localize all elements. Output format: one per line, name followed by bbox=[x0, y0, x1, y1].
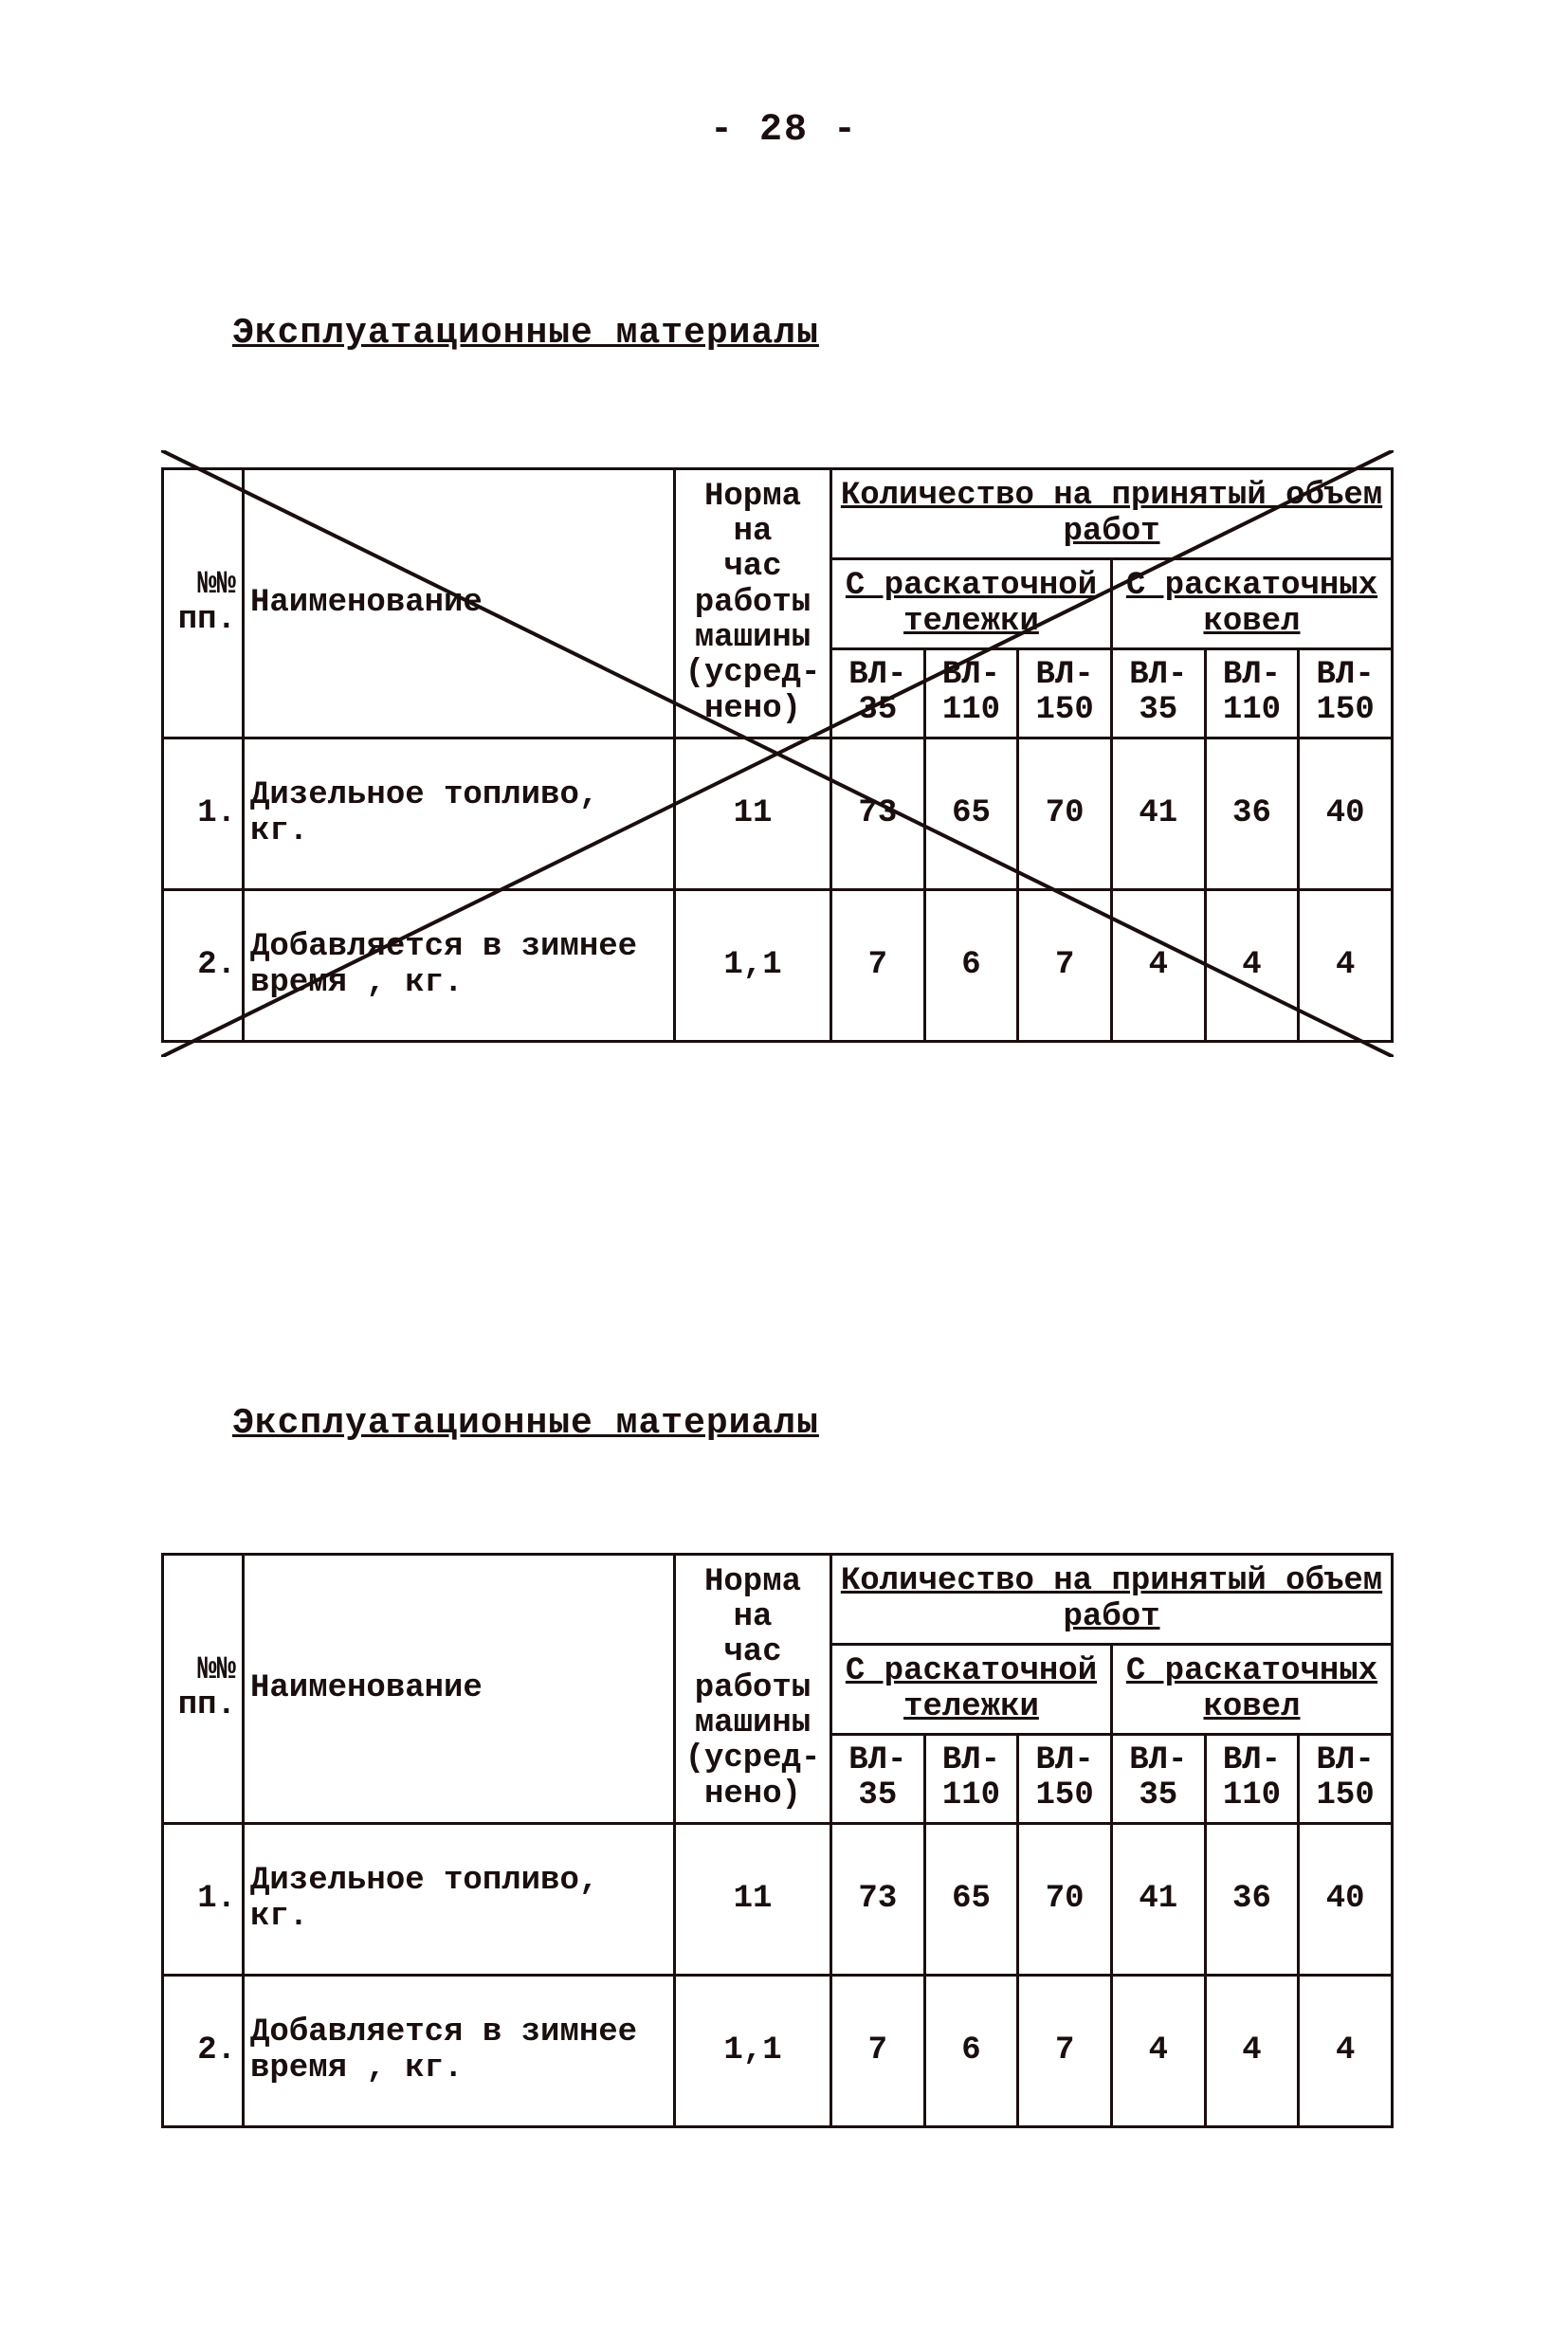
col-group-b: С раскаточных ковел bbox=[1111, 559, 1392, 649]
cell-a3: 7 bbox=[1018, 889, 1112, 1041]
cell-b1: 4 bbox=[1111, 1975, 1205, 2126]
cell-b2: 4 bbox=[1205, 1975, 1299, 2126]
table: №№ пп. Наименование Норма на час работы … bbox=[161, 467, 1394, 1043]
cell-num: 1. bbox=[163, 1823, 244, 1975]
col-group-a: С раскаточной тележки bbox=[831, 559, 1112, 649]
table-row: 1. Дизельное топливо, кг. 11 73 65 70 41… bbox=[163, 738, 1393, 889]
col-name: Наименование bbox=[244, 1555, 675, 1824]
cell-name: Добавляется в зимнее время , кг. bbox=[244, 1975, 675, 2126]
cell-name: Добавляется в зимнее время , кг. bbox=[244, 889, 675, 1041]
section-title-2: Эксплуатационные материалы bbox=[232, 1403, 819, 1444]
table-row: 2. Добавляется в зимнее время , кг. 1,1 … bbox=[163, 1975, 1393, 2126]
col-qty: Количество на принятый объем работ bbox=[831, 469, 1393, 559]
col-b3: ВЛ- 150 bbox=[1299, 1735, 1393, 1824]
col-a1: ВЛ- 35 bbox=[831, 1735, 925, 1824]
cell-name: Дизельное топливо, кг. bbox=[244, 738, 675, 889]
col-group-b: С раскаточных ковел bbox=[1111, 1645, 1392, 1735]
col-b1: ВЛ- 35 bbox=[1111, 649, 1205, 738]
cell-a1: 73 bbox=[831, 738, 925, 889]
cell-b3: 40 bbox=[1299, 1823, 1393, 1975]
section-title-1: Эксплуатационные материалы bbox=[232, 313, 819, 354]
cell-num: 1. bbox=[163, 738, 244, 889]
page: - 28 - Эксплуатационные материалы №№ пп.… bbox=[0, 0, 1568, 2351]
col-a2: ВЛ- 110 bbox=[924, 649, 1018, 738]
col-a3: ВЛ- 150 bbox=[1018, 1735, 1112, 1824]
col-norm: Норма на час работы машины (усред- нено) bbox=[675, 469, 831, 738]
cell-a2: 65 bbox=[924, 1823, 1018, 1975]
col-a2: ВЛ- 110 bbox=[924, 1735, 1018, 1824]
col-b3: ВЛ- 150 bbox=[1299, 649, 1393, 738]
cell-a3: 70 bbox=[1018, 738, 1112, 889]
cell-norm: 11 bbox=[675, 738, 831, 889]
table-row: 1. Дизельное топливо, кг. 11 73 65 70 41… bbox=[163, 1823, 1393, 1975]
col-norm: Норма на час работы машины (усред- нено) bbox=[675, 1555, 831, 1824]
table-row: 2. Добавляется в зимнее время , кг. 1,1 … bbox=[163, 889, 1393, 1041]
cell-b1: 41 bbox=[1111, 738, 1205, 889]
col-num: №№ пп. bbox=[163, 1555, 244, 1824]
col-b1: ВЛ- 35 bbox=[1111, 1735, 1205, 1824]
cell-b2: 4 bbox=[1205, 889, 1299, 1041]
col-b2: ВЛ- 110 bbox=[1205, 649, 1299, 738]
table: №№ пп. Наименование Норма на час работы … bbox=[161, 1553, 1394, 2128]
cell-b2: 36 bbox=[1205, 1823, 1299, 1975]
cell-a3: 7 bbox=[1018, 1975, 1112, 2126]
cell-b3: 40 bbox=[1299, 738, 1393, 889]
col-num: №№ пп. bbox=[163, 469, 244, 738]
col-qty: Количество на принятый объем работ bbox=[831, 1555, 1393, 1645]
col-a1: ВЛ- 35 bbox=[831, 649, 925, 738]
cell-a2: 6 bbox=[924, 889, 1018, 1041]
col-b2: ВЛ- 110 bbox=[1205, 1735, 1299, 1824]
cell-a1: 73 bbox=[831, 1823, 925, 1975]
cell-a2: 6 bbox=[924, 1975, 1018, 2126]
cell-num: 2. bbox=[163, 1975, 244, 2126]
cell-a2: 65 bbox=[924, 738, 1018, 889]
cell-a3: 70 bbox=[1018, 1823, 1112, 1975]
cell-num: 2. bbox=[163, 889, 244, 1041]
cell-norm: 1,1 bbox=[675, 889, 831, 1041]
cell-b2: 36 bbox=[1205, 738, 1299, 889]
page-number: - 28 - bbox=[0, 109, 1568, 152]
col-group-a: С раскаточной тележки bbox=[831, 1645, 1112, 1735]
cell-a1: 7 bbox=[831, 889, 925, 1041]
col-name: Наименование bbox=[244, 469, 675, 738]
materials-table: №№ пп. Наименование Норма на час работы … bbox=[161, 1536, 1394, 2095]
cell-a1: 7 bbox=[831, 1975, 925, 2126]
cell-b1: 41 bbox=[1111, 1823, 1205, 1975]
cell-b3: 4 bbox=[1299, 889, 1393, 1041]
materials-table-crossed: №№ пп. Наименование Норма на час работы … bbox=[161, 450, 1394, 1057]
cell-norm: 1,1 bbox=[675, 1975, 831, 2126]
cell-name: Дизельное топливо, кг. bbox=[244, 1823, 675, 1975]
col-a3: ВЛ- 150 bbox=[1018, 649, 1112, 738]
cell-norm: 11 bbox=[675, 1823, 831, 1975]
cell-b3: 4 bbox=[1299, 1975, 1393, 2126]
cell-b1: 4 bbox=[1111, 889, 1205, 1041]
